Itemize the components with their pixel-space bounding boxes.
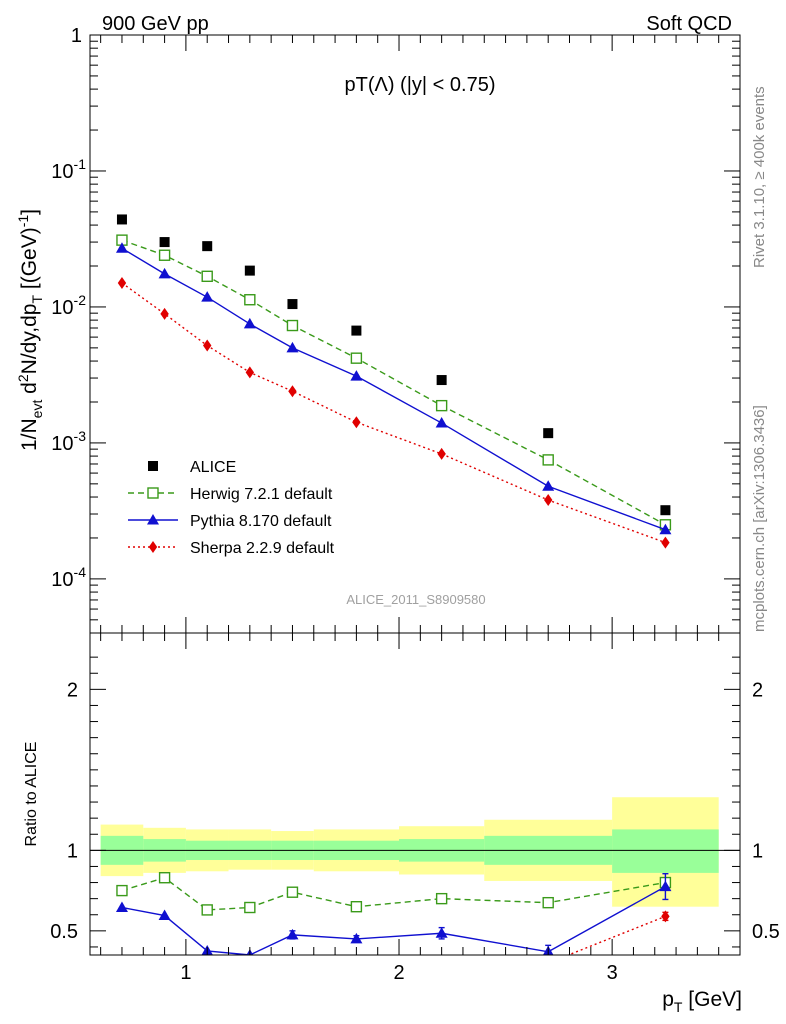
y-tick-label: 10-2 [51, 292, 86, 319]
herwig-ratio-point [201, 904, 213, 916]
ratio-plot-panel: 0.5 0.5 1 1 2 2 1 2 3 Ratio to ALICE pT [GeV] [23, 632, 780, 1015]
pythia-point [542, 480, 555, 491]
alice-point [159, 237, 170, 248]
analysis-watermark: ALICE_2011_S8909580 [346, 592, 485, 607]
sherpa-point [245, 366, 255, 379]
herwig-ratio-point [244, 901, 256, 914]
legend-marker-pythia [147, 514, 159, 525]
x-tick-label: 2 [393, 962, 404, 984]
sherpa-point [543, 494, 553, 507]
herwig-point [542, 454, 554, 466]
ratio-y-tick-label: 2 [67, 679, 78, 701]
herwig-point [244, 294, 256, 306]
ratio-y-tick-label: 0.5 [50, 921, 78, 943]
pythia-ratio-line [121, 885, 666, 955]
x-tick-label: 3 [607, 962, 618, 984]
rivet-version-label: Rivet 3.1.10, ≥ 400k events [751, 86, 768, 268]
pythia-ratio-point [158, 909, 171, 921]
herwig-point [286, 319, 299, 332]
sherpa-point [437, 447, 446, 460]
legend-label-alice: ALICE [190, 459, 236, 476]
pythia-point [286, 341, 299, 353]
pythia-point [243, 317, 256, 329]
y-tick-label: 10-1 [51, 156, 86, 183]
category-label: Soft QCD [646, 13, 732, 35]
collision-label: 900 GeV pp [102, 13, 209, 35]
pythia-ratio-point [115, 901, 128, 913]
herwig-line [121, 239, 666, 526]
ratio-y-tick-label: 1 [67, 840, 78, 862]
sherpa-point [117, 277, 127, 290]
ratio-y-tick-label-right: 1 [752, 840, 763, 862]
pythia-point [659, 523, 672, 535]
alice-point [660, 505, 671, 516]
pythia-point [435, 417, 448, 428]
legend-marker-herwig [147, 487, 159, 499]
sherpa-line [121, 282, 666, 544]
legend-marker-alice [148, 461, 158, 471]
ratio-y-tick-label-right: 2 [752, 679, 763, 701]
herwig-ratio-point [542, 896, 554, 909]
pythia-point [350, 370, 363, 381]
main-plot-panel: 1 10-1 10-2 10-3 10-4 pT(Λ) (|y| < 0.75) ALI… [15, 25, 741, 634]
herwig-point [158, 249, 171, 261]
alice-point [351, 325, 362, 336]
main-y-axis-label: 1/Nevt d2N/dy,dpT [(GeV)-1] [15, 209, 45, 451]
y-tick-label: 10-3 [51, 428, 86, 455]
inner-uncertainty-band [612, 829, 719, 873]
legend: ALICE Herwig 7.2.1 default Pythia 8.170 de… [128, 459, 335, 557]
sherpa-point [203, 339, 212, 352]
main-plot-marks [115, 214, 672, 549]
x-axis-label: pT [GeV] [662, 988, 742, 1015]
sherpa-ratio-point [544, 957, 552, 969]
x-tick-label: 1 [180, 962, 191, 984]
alice-point [202, 241, 213, 252]
pythia-ratio-point [286, 928, 299, 940]
pythia-ratio-point [435, 927, 448, 938]
herwig-ratio-point [350, 901, 363, 913]
herwig-ratio-point [158, 872, 171, 884]
ratio-uncertainty-bands [90, 797, 740, 907]
ratio-y-tick-label-right: 0.5 [752, 921, 780, 943]
pythia-point [158, 267, 171, 279]
y-tick-label: 10-4 [51, 564, 86, 591]
herwig-point [435, 399, 448, 412]
sherpa-point [160, 307, 169, 320]
herwig-ratio-point [435, 892, 448, 905]
herwig-ratio-point [286, 886, 299, 898]
pythia-point [201, 291, 214, 302]
ratio-y-axis-label: Ratio to ALICE [23, 742, 40, 847]
sherpa-ratio-line [566, 915, 666, 955]
plot-title: pT(Λ) (|y| < 0.75) [344, 74, 495, 96]
herwig-ratio-point [116, 884, 128, 897]
alice-point [436, 375, 447, 386]
sherpa-point [352, 416, 361, 429]
main-plot-axes: 1 10-1 10-2 10-3 10-4 [51, 25, 740, 634]
sherpa-ratio-point [661, 910, 670, 923]
sherpa-point [661, 536, 670, 549]
alice-point [244, 265, 255, 276]
sherpa-point [288, 385, 297, 398]
herwig-point [201, 270, 213, 283]
ratio-plot-frame [89, 632, 741, 956]
y-tick-label: 1 [71, 25, 82, 47]
ratio-plot-axes: 0.5 0.5 1 1 2 2 1 2 3 [50, 633, 780, 984]
alice-point [116, 214, 127, 225]
alice-point [543, 428, 554, 439]
legend-label-pythia: Pythia 8.170 default [190, 513, 332, 530]
alice-point [287, 299, 298, 310]
pythia-point [115, 242, 128, 253]
legend-label-herwig: Herwig 7.2.1 default [190, 486, 333, 503]
legend-marker-sherpa [148, 541, 158, 553]
herwig-point [350, 352, 363, 364]
pythia-ratio-point [659, 880, 672, 892]
main-plot-frame [89, 34, 741, 634]
legend-label-sherpa: Sherpa 2.2.9 default [190, 540, 335, 557]
pythia-ratio-point [350, 932, 363, 944]
mcplots-reference-label: mcplots.cern.ch [arXiv:1306.3436] [751, 405, 768, 632]
